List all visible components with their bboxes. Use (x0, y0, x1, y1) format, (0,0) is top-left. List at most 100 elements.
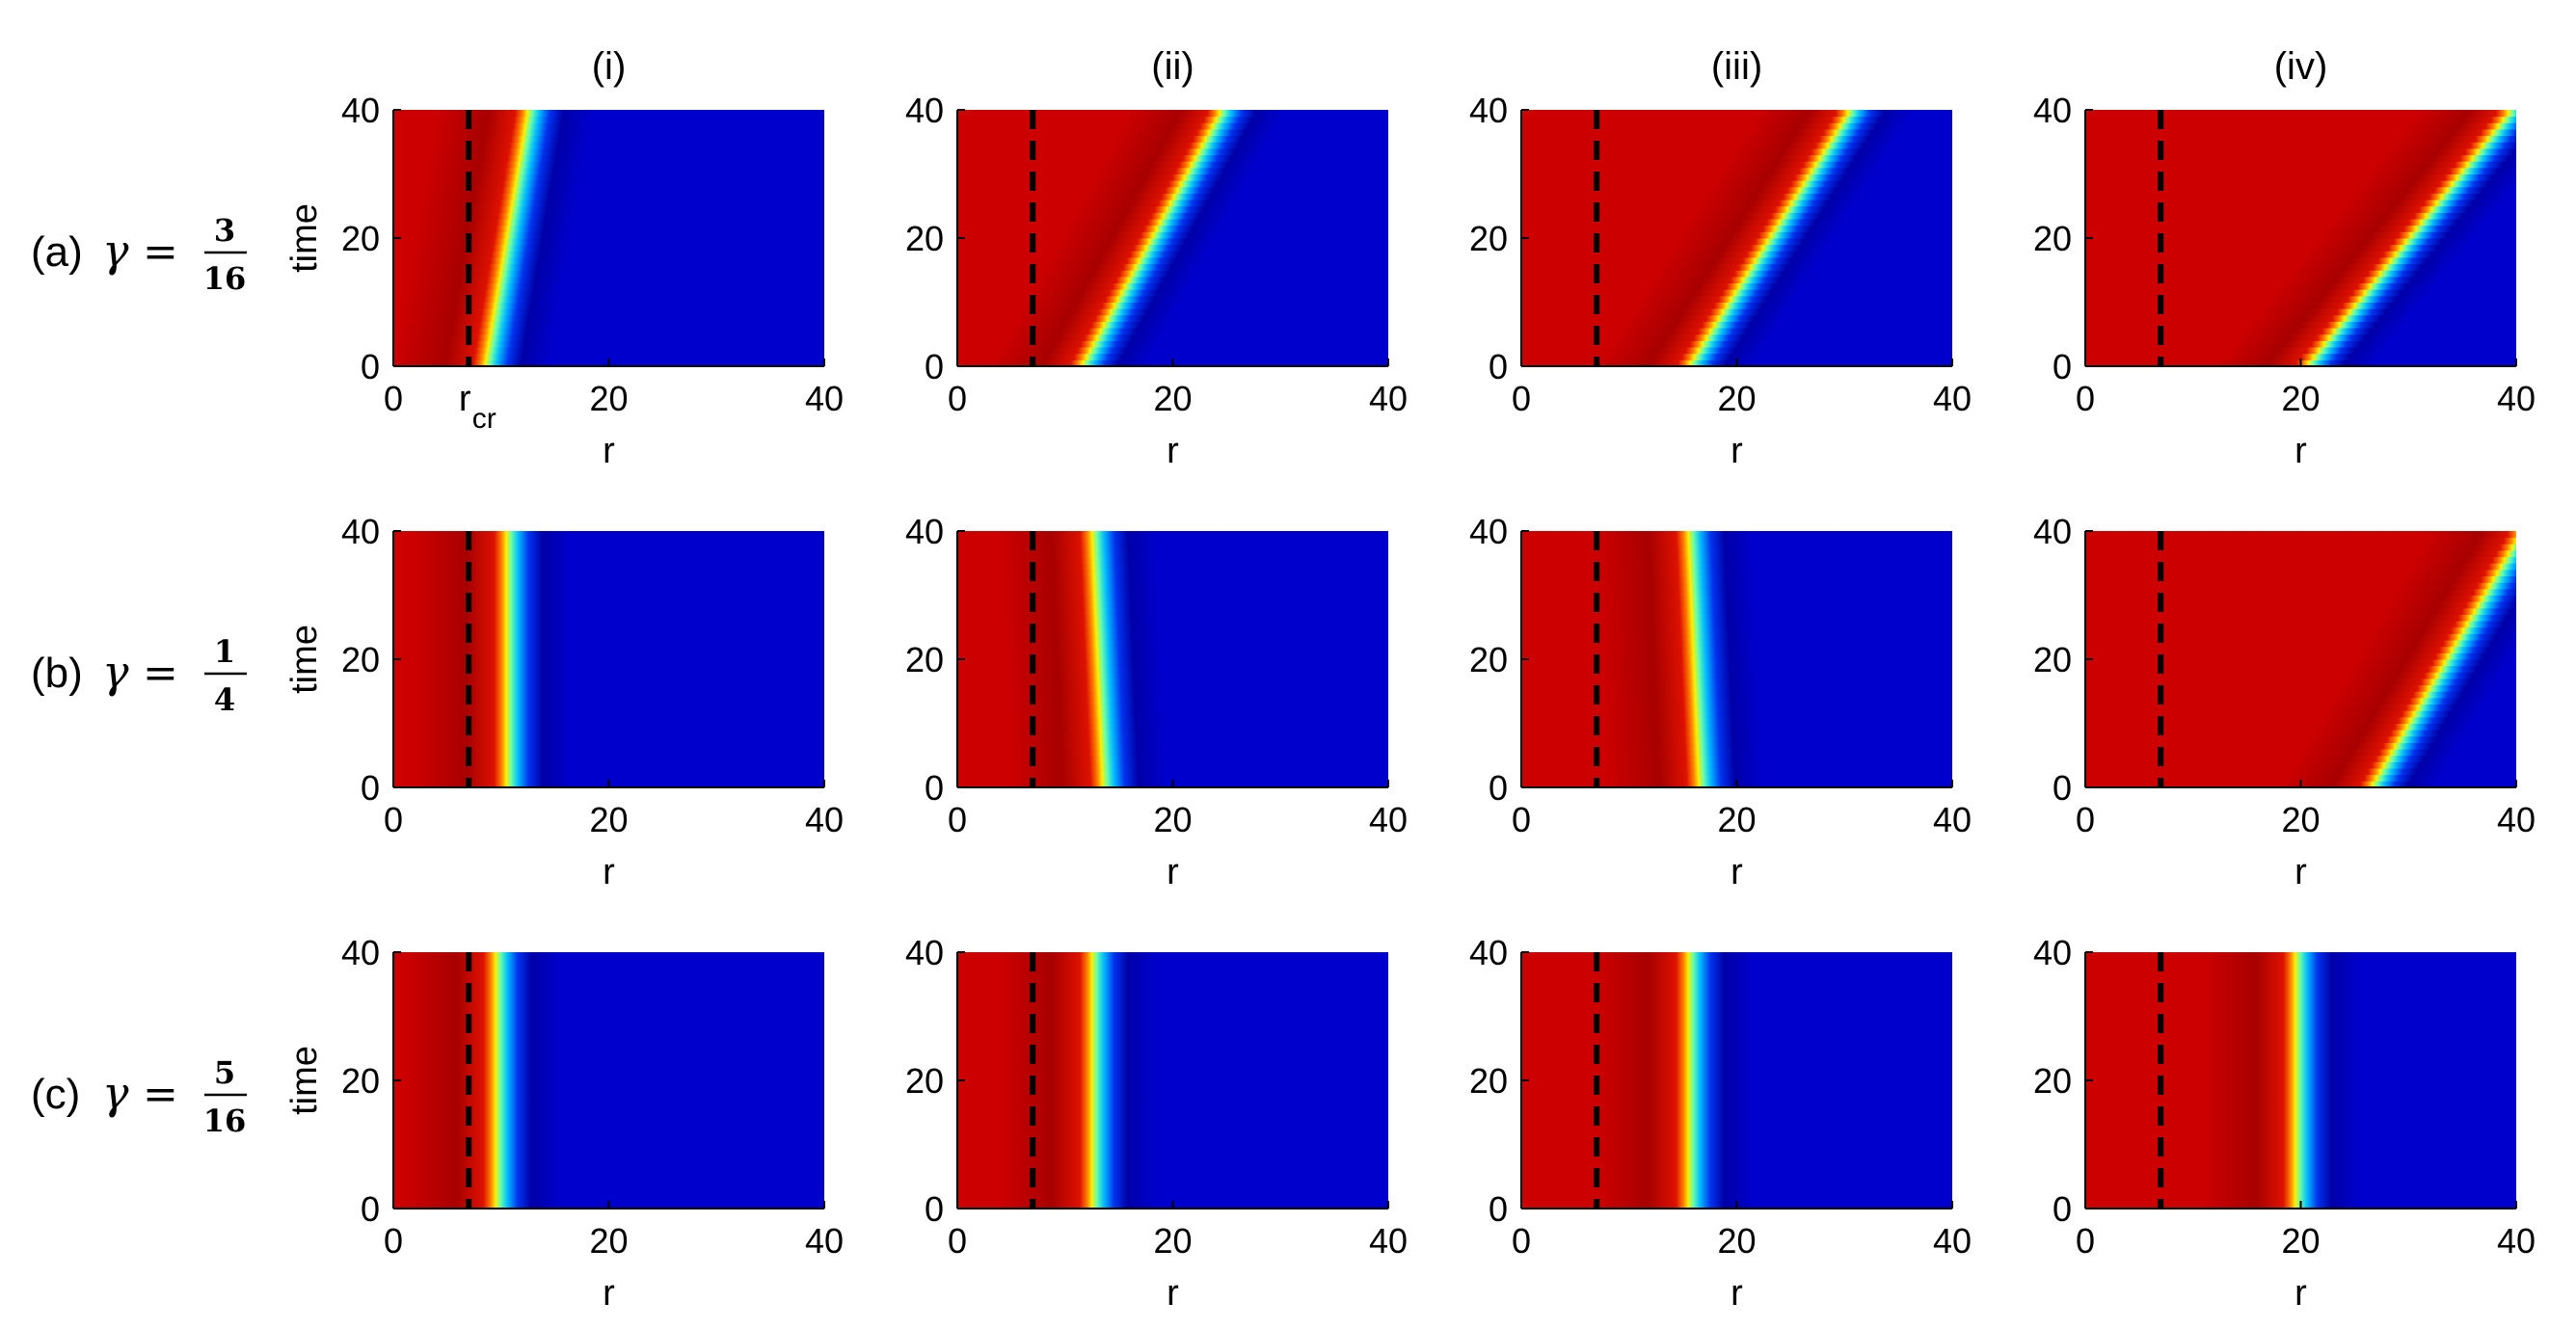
gamma-symbol: γ (102, 1067, 129, 1119)
heatmap-front-strip (1000, 1188, 1173, 1197)
x-tick-label: 0 (1512, 379, 1531, 418)
heatmap-panel: 0 20 40 0 20 40 r (1469, 512, 1972, 892)
heatmap-front-strip (415, 723, 588, 731)
heatmap-front-strip (2227, 346, 2401, 355)
column-titles: (i) (ii) (iii) (iv) (592, 45, 2328, 88)
heatmap-front-strip (1597, 1073, 1770, 1081)
heatmap-front-strip (1000, 958, 1173, 966)
column-title: (ii) (1151, 45, 1194, 88)
heatmap-front-strip (435, 116, 607, 123)
heatmap-front-strip (415, 760, 588, 769)
gamma-symbol: γ (102, 646, 129, 698)
heatmap-front-strip (2203, 983, 2376, 992)
heatmap-panel: 0 20 40 0 20 40 r (2033, 91, 2536, 471)
heatmap-front-strip (415, 543, 588, 551)
heatmap-front-strip (415, 569, 588, 577)
heatmap-front-strip (2370, 167, 2516, 174)
heatmap-front-strip (2203, 1150, 2376, 1158)
heatmap-front-strip (1058, 237, 1231, 246)
heatmap-front-strip (1630, 307, 1804, 316)
heatmap-front-strip (433, 121, 606, 130)
heatmap-front-strip (1602, 353, 1776, 360)
heatmap-front-strip (1605, 748, 1779, 757)
heatmap-front-strip (2203, 1111, 2376, 1120)
heatmap-front-strip (1635, 302, 1808, 309)
heatmap-front-strip (2299, 748, 2473, 757)
heatmap-front-strip (1079, 199, 1251, 207)
heatmap-front-strip (1002, 339, 1175, 348)
heatmap-front-strip (2360, 646, 2516, 653)
x-tick-label: 20 (589, 379, 628, 418)
heatmap-front-strip (404, 1118, 577, 1127)
heatmap-front-strip (415, 651, 588, 660)
heatmap-front-strip (1012, 320, 1185, 329)
heatmap-panel: 0 20 40 0 20 40 r time (284, 512, 844, 892)
heatmap-front-strip (1601, 639, 1774, 648)
heatmap-front-strip (436, 110, 608, 118)
heatmap-front-strip (2333, 690, 2507, 699)
heatmap-front-strip (410, 263, 583, 271)
heatmap-front-strip (1597, 1130, 1770, 1139)
y-tick-label: 20 (341, 640, 380, 679)
x-axis-label: r (2294, 431, 2307, 471)
heatmap-front-strip (1691, 211, 1865, 220)
heatmap-front-strip (1597, 1188, 1770, 1197)
heatmap-front-strip (1015, 314, 1189, 322)
heatmap-front-strip (2337, 684, 2510, 692)
heatmap-front-strip (1597, 1118, 1770, 1127)
heatmap-front-strip (415, 607, 588, 615)
y-tick-label: 40 (2033, 933, 2072, 972)
heatmap-front-strip (1597, 1034, 1770, 1043)
heatmap-front-strip (2203, 1162, 2376, 1171)
heatmap-front-strip (415, 575, 588, 583)
heatmap-front-strip (1597, 1111, 1770, 1120)
heatmap-front-strip (1597, 1176, 1770, 1183)
heatmap-front-strip (2386, 600, 2516, 609)
heatmap-front-strip (1601, 658, 1775, 667)
heatmap-front-strip (1000, 1079, 1173, 1088)
heatmap-front-strip (1654, 269, 1828, 278)
heatmap-front-strip (404, 1137, 577, 1145)
heatmap-front-strip (1598, 359, 1772, 366)
heatmap-front-strip (1051, 250, 1223, 258)
heatmap-front-strip (404, 1016, 577, 1023)
heatmap-front-strip (2375, 160, 2516, 169)
heatmap-front-strip (2203, 990, 2376, 998)
heatmap-front-strip (2222, 353, 2395, 360)
heatmap-front-strip (1000, 1156, 1173, 1164)
heatmap-front-strip (2378, 613, 2516, 622)
heatmap-front-strip (432, 128, 605, 137)
heatmap-front-strip (2382, 607, 2516, 615)
heatmap-front-strip (2303, 741, 2477, 750)
heatmap-front-strip (1605, 741, 1779, 750)
heatmap-front-strip (1001, 556, 1174, 564)
heatmap-front-strip (1000, 983, 1173, 992)
heatmap-front-strip (404, 1150, 577, 1158)
gamma-numerator: 5 (214, 1054, 235, 1091)
heatmap-front-strip (1597, 970, 1770, 979)
heatmap-front-strip (1000, 1137, 1173, 1145)
heatmap-front-strip (1602, 678, 1776, 686)
heatmap-front-strip (1599, 595, 1772, 602)
heatmap-front-strip (2348, 665, 2516, 673)
heatmap-front-strip (1000, 1150, 1173, 1158)
heatmap-front-strip (1000, 997, 1173, 1004)
heatmap-front-strip (1110, 141, 1283, 149)
heatmap-front-strip (1597, 531, 1770, 539)
heatmap-front-strip (1598, 569, 1771, 577)
heatmap-front-strip (395, 346, 569, 355)
gamma-denominator: 16 (203, 1103, 247, 1139)
heatmap-front-strip (1071, 211, 1245, 220)
heatmap-front-strip (1006, 651, 1178, 660)
y-tick-label: 20 (905, 640, 944, 679)
heatmap-front-strip (1597, 1105, 1770, 1113)
heatmap-front-strip (1060, 230, 1234, 239)
heatmap-front-strip (2409, 562, 2516, 571)
heatmap-front-strip (1597, 977, 1770, 985)
heatmap-front-strip (1000, 1176, 1173, 1183)
heatmap-front-strip (1597, 1016, 1770, 1023)
column-title: (i) (592, 45, 627, 88)
heatmap-front-strip (2237, 333, 2410, 341)
heatmap-front-strip (1597, 1022, 1770, 1030)
heatmap-front-strip (1602, 665, 1776, 673)
